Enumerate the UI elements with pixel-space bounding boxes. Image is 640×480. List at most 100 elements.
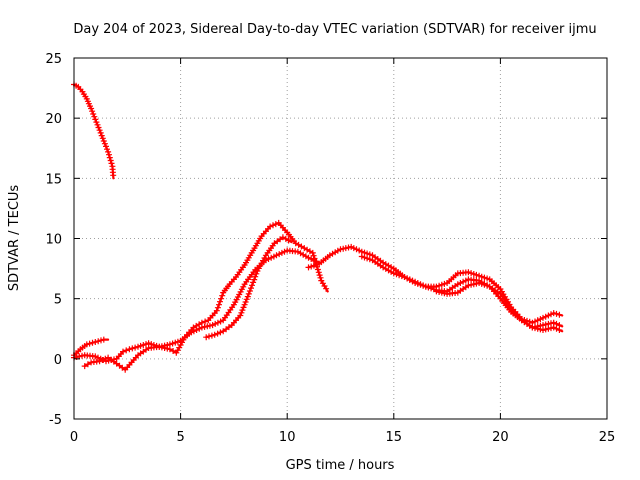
data-point — [86, 340, 93, 347]
data-point — [465, 269, 472, 276]
data-point — [252, 273, 259, 280]
data-point — [481, 274, 488, 281]
data-point — [92, 116, 99, 123]
data-point — [206, 333, 212, 340]
data-point — [84, 361, 91, 368]
data-point — [542, 313, 549, 320]
data-point — [126, 346, 133, 353]
plot-frame — [73, 57, 608, 420]
data-point — [273, 252, 280, 259]
series-line — [72, 338, 110, 357]
data-point — [428, 285, 435, 292]
data-point — [94, 121, 101, 128]
data-point — [100, 336, 107, 343]
x-tick-label: 15 — [386, 430, 403, 445]
data-point — [129, 345, 136, 352]
data-point — [208, 332, 215, 339]
data-point — [101, 140, 108, 147]
data-point — [532, 318, 538, 325]
data-point — [308, 263, 315, 270]
data-point — [241, 301, 248, 308]
data-point — [218, 295, 225, 302]
data-point — [140, 342, 147, 348]
data-point — [217, 298, 223, 305]
y-tick-label: 10 — [45, 233, 62, 248]
data-point — [478, 273, 485, 280]
data-point — [481, 281, 488, 288]
data-point — [104, 146, 110, 153]
data-point — [248, 285, 254, 292]
data-point — [317, 274, 324, 281]
data-point — [95, 124, 102, 131]
data-point — [242, 299, 249, 305]
data-point — [396, 272, 403, 279]
x-tick-label: 25 — [599, 430, 616, 445]
data-point — [358, 253, 365, 260]
data-point — [312, 258, 319, 265]
data-point — [251, 276, 258, 283]
data-point — [366, 256, 373, 263]
data-point — [106, 151, 112, 158]
data-point — [478, 280, 485, 287]
data-point — [166, 346, 173, 353]
y-tick-label: -5 — [49, 413, 62, 428]
data-point — [412, 278, 419, 285]
data-point — [214, 319, 221, 326]
series-track-b — [81, 247, 321, 373]
data-point — [305, 254, 312, 261]
data-point — [98, 337, 104, 344]
data-point — [88, 105, 95, 112]
data-point — [265, 256, 272, 262]
data-point — [110, 172, 117, 179]
data-point — [203, 334, 210, 341]
data-point — [174, 338, 181, 345]
data-point — [98, 132, 105, 139]
data-point — [108, 160, 115, 167]
data-point — [314, 266, 321, 273]
data-point — [414, 280, 421, 286]
data-point — [550, 324, 557, 331]
data-point — [90, 111, 97, 117]
data-point — [311, 255, 318, 262]
data-point — [92, 353, 99, 360]
y-tick-label: 0 — [54, 353, 62, 368]
data-point — [313, 261, 320, 268]
data-point — [534, 317, 541, 324]
data-point — [249, 282, 255, 289]
y-tick-label: 25 — [45, 52, 62, 67]
data-point — [250, 279, 257, 286]
series-early-track — [71, 81, 117, 180]
data-point — [93, 119, 100, 126]
data-point — [214, 304, 221, 311]
data-point — [270, 222, 276, 229]
data-point — [316, 272, 323, 279]
x-tick-label: 20 — [492, 430, 509, 445]
data-point — [105, 148, 112, 155]
y-tick-label: 20 — [45, 112, 62, 127]
data-point — [272, 221, 279, 228]
x-axis-label: GPS time / hours — [286, 458, 395, 473]
data-point — [244, 293, 251, 300]
data-point — [240, 304, 247, 311]
data-point — [404, 275, 411, 282]
data-point — [211, 331, 218, 338]
data-point — [91, 113, 98, 120]
data-point — [202, 318, 209, 325]
data-point — [239, 307, 246, 314]
x-tick-label: 10 — [279, 430, 296, 445]
data-point — [123, 347, 130, 354]
data-point — [137, 342, 144, 349]
data-point — [253, 270, 260, 277]
data-point — [99, 135, 106, 142]
data-point — [145, 340, 152, 347]
data-point — [323, 285, 330, 292]
data-point — [83, 341, 90, 348]
data-point — [97, 129, 104, 136]
data-point — [390, 270, 397, 277]
data-point — [305, 264, 312, 271]
data-series — [71, 81, 564, 373]
x-tick-label: 5 — [176, 430, 184, 445]
series-line — [83, 249, 321, 371]
data-point — [556, 327, 563, 333]
